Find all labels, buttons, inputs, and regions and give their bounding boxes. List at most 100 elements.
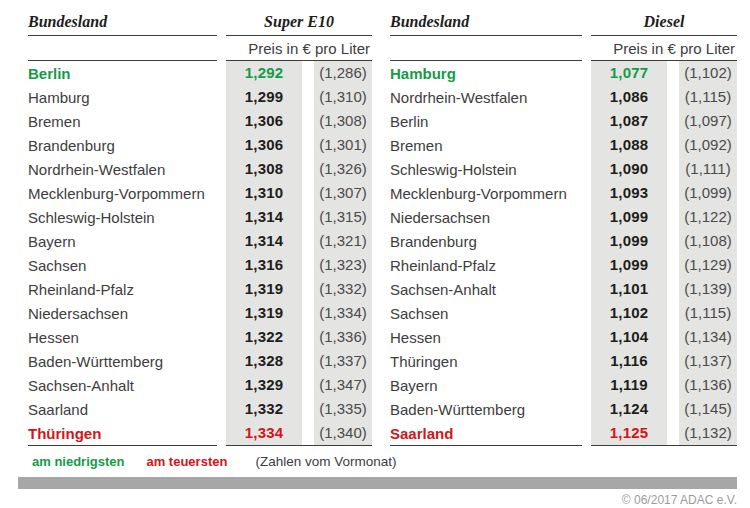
current-price: 1,329 [226, 373, 302, 397]
previous-month-price: (1,134) [679, 325, 737, 349]
previous-month-price: (1,137) [679, 349, 737, 373]
current-price: 1,086 [591, 85, 667, 109]
table-row: Schleswig-Holstein1,090(1,111) [390, 157, 737, 181]
table-bottom-rule [28, 445, 372, 447]
current-price: 1,314 [226, 205, 302, 229]
previous-month-price: (1,332) [314, 277, 372, 301]
fuel-column-header: Super E10 [226, 13, 372, 36]
legend: am niedrigsten am teuersten (Zahlen vom … [32, 454, 737, 469]
state-name: Schleswig-Holstein [28, 209, 226, 226]
subheader-spacer [390, 36, 582, 61]
adac-fuel-price-infographic: Bundesland Super E10 Preis in € pro Lite… [0, 0, 750, 508]
previous-month-price: (1,092) [679, 133, 737, 157]
table-row: Thüringen1,116 (1,137) [390, 349, 737, 373]
state-name: Hamburg [390, 65, 591, 82]
previous-month-price: (1,334) [314, 301, 372, 325]
table-row: Schleswig-Holstein1,314 (1,315) [28, 205, 372, 229]
table-bottom-rule [390, 445, 737, 447]
state-name: Sachsen-Anhalt [390, 281, 591, 298]
table-row: Bremen1,088(1,092) [390, 133, 737, 157]
current-price: 1,316 [226, 253, 302, 277]
current-price: 1,101 [591, 277, 667, 301]
legend-highest-label: am teuersten [146, 454, 227, 469]
state-name: Mecklenburg-Vorpommern [390, 185, 591, 202]
current-price: 1,332 [226, 397, 302, 421]
current-price: 1,124 [591, 397, 667, 421]
table-row: Brandenburg1,099(1,108) [390, 229, 737, 253]
table-row: Mecklenburg-Vorpommern1,093 (1,099) [390, 181, 737, 205]
state-name: Saarland [390, 425, 591, 442]
table-row: Berlin1,087(1,097) [390, 109, 737, 133]
current-price: 1,308 [226, 157, 302, 181]
current-price: 1,314 [226, 229, 302, 253]
state-name: Schleswig-Holstein [390, 161, 591, 178]
table-row: Saarland1,125 (1,132) [390, 421, 737, 445]
state-name: Hessen [28, 329, 226, 346]
previous-month-price: (1,326) [314, 157, 372, 181]
table-row: Rheinland-Pfalz1,319(1,332) [28, 277, 372, 301]
table-row: Niedersachsen1,319 (1,334) [28, 301, 372, 325]
previous-month-price: (1,315) [314, 205, 372, 229]
current-price: 1,116 [591, 349, 667, 373]
current-price: 1,306 [226, 133, 302, 157]
table-subheader: Preis in € pro Liter [28, 36, 372, 61]
legend-previous-month-note: (Zahlen vom Vormonat) [255, 454, 396, 469]
current-price: 1,306 [226, 109, 302, 133]
fuel-tables: Bundesland Super E10 Preis in € pro Lite… [28, 10, 737, 447]
current-price: 1,099 [591, 229, 667, 253]
state-name: Baden-Württemberg [28, 353, 226, 370]
table-row: Sachsen1,316 (1,323) [28, 253, 372, 277]
header-gap [217, 10, 226, 36]
previous-month-price: (1,099) [679, 181, 737, 205]
state-name: Thüringen [390, 353, 591, 370]
state-name: Bayern [390, 377, 591, 394]
header-gap [582, 10, 591, 36]
fuel-column-header: Diesel [591, 13, 737, 36]
table-row: Rheinland-Pfalz1,099(1,129) [390, 253, 737, 277]
previous-month-price: (1,115) [679, 301, 737, 325]
table-row: Baden-Württemberg1,328(1,337) [28, 349, 372, 373]
previous-month-price: (1,097) [679, 109, 737, 133]
current-price: 1,119 [591, 373, 667, 397]
current-price: 1,319 [226, 301, 302, 325]
current-price: 1,088 [591, 133, 667, 157]
current-price: 1,090 [591, 157, 667, 181]
table-body: Hamburg1,077(1,102)Nordrhein-Westfalen1,… [390, 61, 737, 445]
table-row: Bayern1,119(1,136) [390, 373, 737, 397]
current-price: 1,319 [226, 277, 302, 301]
state-name: Nordrhein-Westfalen [28, 161, 226, 178]
state-name: Niedersachsen [28, 305, 226, 322]
previous-month-price: (1,307) [314, 181, 372, 205]
table-row: Nordrhein-Westfalen1,086(1,115) [390, 85, 737, 109]
table-row: Sachsen1,102(1,115) [390, 301, 737, 325]
current-price: 1,104 [591, 325, 667, 349]
table-row: Bayern1,314(1,321) [28, 229, 372, 253]
table-row: Brandenburg1,306(1,301) [28, 133, 372, 157]
table-header: Bundesland Super E10 [28, 10, 372, 36]
current-price: 1,077 [591, 61, 667, 85]
previous-month-price: (1,129) [679, 253, 737, 277]
state-name: Sachsen [28, 257, 226, 274]
table-row: Nordrhein-Westfalen1,308 (1,326) [28, 157, 372, 181]
table-row: Hessen1,322(1,336) [28, 325, 372, 349]
previous-month-price: (1,102) [679, 61, 737, 85]
state-name: Hessen [390, 329, 591, 346]
table-row: Bremen1,306(1,308) [28, 109, 372, 133]
previous-month-price: (1,323) [314, 253, 372, 277]
table-subheader: Preis in € pro Liter [390, 36, 737, 61]
table-header: Bundesland Diesel [390, 10, 737, 36]
current-price: 1,099 [591, 205, 667, 229]
previous-month-price: (1,308) [314, 109, 372, 133]
current-price: 1,125 [591, 421, 667, 445]
copyright-notice: © 06/2017 ADAC e.V. [28, 493, 737, 507]
super-e10-table: Bundesland Super E10 Preis in € pro Lite… [28, 10, 372, 447]
current-price: 1,322 [226, 325, 302, 349]
previous-month-price: (1,122) [679, 205, 737, 229]
current-price: 1,093 [591, 181, 667, 205]
table-row: Berlin1,292(1,286) [28, 61, 372, 85]
current-price: 1,328 [226, 349, 302, 373]
previous-month-price: (1,132) [679, 421, 737, 445]
previous-month-price: (1,108) [679, 229, 737, 253]
previous-month-price: (1,115) [679, 85, 737, 109]
state-name: Sachsen [390, 305, 591, 322]
